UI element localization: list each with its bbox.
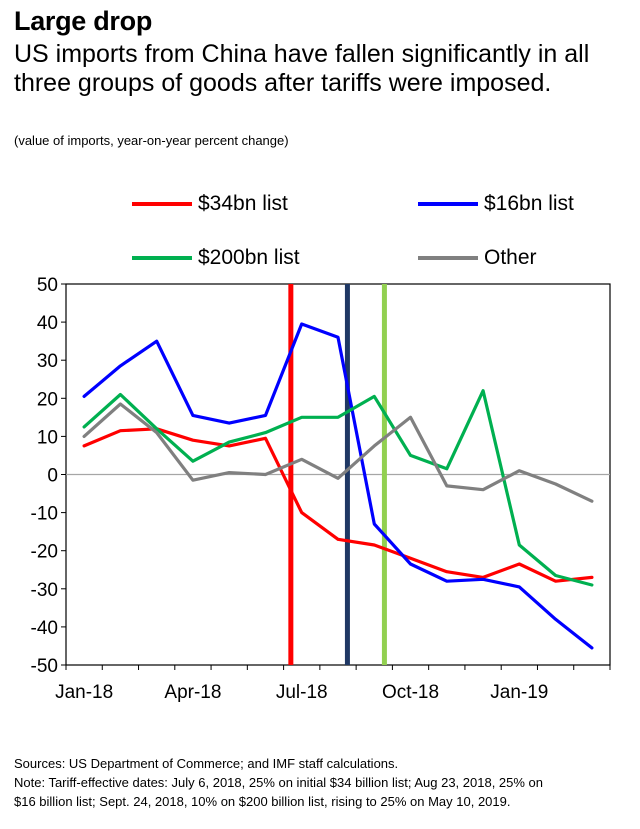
series-line (82, 389, 594, 587)
legend-swatch-200bn (132, 256, 192, 260)
y-tick-label: 10 (37, 427, 58, 448)
y-tick-label: 40 (37, 313, 58, 334)
legend: $34bn list $16bn list $200bn list Other (0, 180, 640, 280)
legend-item-34bn: $34bn list (132, 192, 288, 216)
chart-title: Large drop (14, 6, 153, 36)
legend-swatch-16bn (418, 202, 478, 206)
legend-item-200bn: $200bn list (132, 246, 300, 270)
series-line (82, 322, 594, 650)
y-tick-label: -40 (31, 618, 58, 639)
x-tick-label: Apr-18 (164, 682, 221, 703)
sources-text: Sources: US Department of Commerce; and … (14, 756, 399, 771)
y-tick-label: -20 (31, 542, 58, 563)
x-tick-label: Jan-19 (490, 682, 548, 703)
y-tick-label: 0 (47, 466, 58, 487)
legend-label-16bn: $16bn list (484, 192, 574, 215)
note-line-2: $16 billion list; Sept. 24, 2018, 10% on… (14, 794, 511, 809)
x-tick-label: Jan-18 (55, 682, 113, 703)
y-tick-label: 30 (37, 351, 58, 372)
y-tick-label: -30 (31, 580, 58, 601)
note-line-1: Note: Tariff-effective dates: July 6, 20… (14, 775, 544, 790)
legend-label-200bn: $200bn list (198, 246, 300, 269)
units-label: (value of imports, year-on-year percent … (14, 133, 289, 148)
x-tick-label: Jul-18 (276, 682, 328, 703)
line-chart: 50 40 30 20 10 0 -10 -20 -30 -40 -50 Jan-18 Apr-18 Ju… (31, 275, 611, 703)
y-tick-label: 50 (37, 275, 58, 296)
legend-label-other: Other (484, 246, 537, 269)
legend-item-other: Other (418, 246, 537, 270)
y-tick-label: -10 (31, 504, 58, 525)
legend-label-34bn: $34bn list (198, 192, 288, 215)
legend-swatch-other (418, 256, 478, 260)
x-tick-label: Oct-18 (382, 682, 439, 703)
chart-subtitle: US imports from China have fallen signif… (14, 40, 590, 97)
legend-swatch-34bn (132, 202, 192, 206)
series-line (82, 427, 594, 583)
series-line (82, 402, 594, 503)
y-tick-label: 20 (37, 389, 58, 410)
y-tick-label: -50 (31, 656, 58, 677)
notes: Sources: US Department of Commerce; and … (14, 754, 634, 811)
legend-item-16bn: $16bn list (418, 192, 574, 216)
